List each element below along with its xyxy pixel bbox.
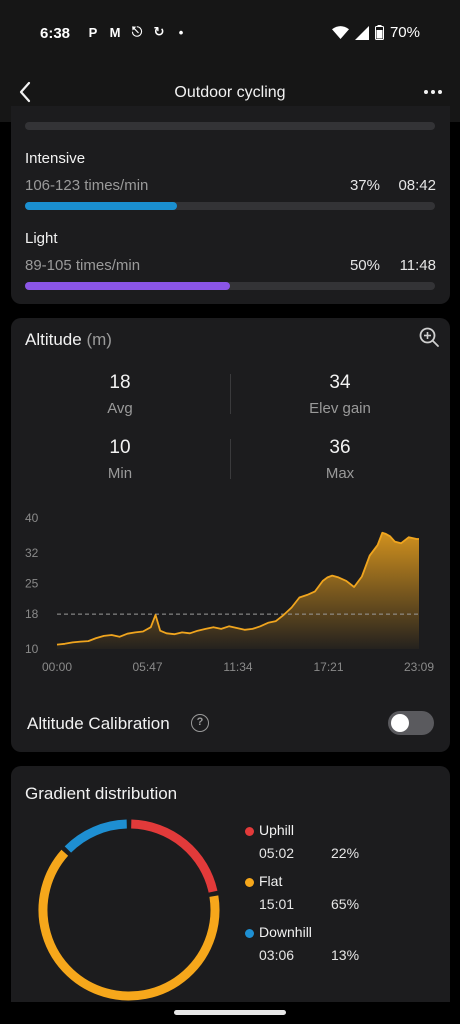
gmail-icon: M <box>109 24 121 40</box>
altitude-avg-value: 18 <box>109 372 131 393</box>
help-icon[interactable]: ? <box>191 714 209 732</box>
altitude-max-value: 36 <box>329 437 351 458</box>
altitude-card: Altitude (m) 18 Avg 34 Elev gain 10 Min … <box>11 318 450 752</box>
y-tick-label: 18 <box>25 607 39 621</box>
legend-name-flat: Flat <box>259 873 283 889</box>
altitude-title-text: Altitude <box>25 330 82 349</box>
legend-dot-downhill <box>245 929 254 938</box>
altitude-calibration-label: Altitude Calibration <box>27 714 170 733</box>
status-bar: 6:38 P M ⎋ ↻ • 70% <box>0 0 460 64</box>
altitude-min-value: 10 <box>109 437 131 458</box>
altitude-max-label: Max <box>325 465 355 482</box>
legend-percent-flat: 65% <box>331 896 360 912</box>
more-options-icon[interactable] <box>422 78 444 106</box>
legend-name-downhill: Downhill <box>259 924 312 940</box>
notification-icons: P M ⎋ ↻ • <box>86 24 188 40</box>
battery-icon <box>374 25 384 40</box>
zone-bar-light <box>25 282 435 290</box>
zone-range-intensive: 106-123 times/min <box>25 177 149 194</box>
altitude-unit: (m) <box>86 330 112 349</box>
donut-segment-flat <box>38 849 220 1001</box>
y-tick-label: 32 <box>25 546 39 560</box>
zoom-in-icon[interactable] <box>418 326 440 348</box>
zone-percent-intensive: 37% <box>349 177 380 194</box>
y-tick-label: 10 <box>25 642 39 656</box>
legend-percent-uphill: 22% <box>331 845 360 861</box>
zone-duration-light: 11:48 <box>399 257 436 274</box>
altitude-elev-gain-label: Elev gain <box>309 400 371 417</box>
gradient-title: Gradient distribution <box>25 784 178 803</box>
stats-divider <box>230 374 231 414</box>
x-tick-label: 05:47 <box>132 660 162 674</box>
altitude-avg-label: Avg <box>107 400 133 417</box>
zone-bar-partial <box>25 122 435 130</box>
home-indicator[interactable] <box>174 1010 286 1015</box>
gradient-donut-chart <box>38 819 220 1001</box>
zone-duration-intensive: 08:42 <box>398 177 436 194</box>
page-title: Outdoor cycling <box>174 84 286 101</box>
status-time: 6:38 <box>40 25 71 42</box>
system-icons: 70% <box>331 24 420 41</box>
sync-icon: ↻ <box>153 24 165 39</box>
legend-time-uphill: 05:02 <box>259 845 295 861</box>
altitude-calibration-toggle[interactable] <box>388 711 434 735</box>
altitude-title: Altitude (m) <box>25 330 112 350</box>
zone-bar-intensive <box>25 202 435 210</box>
legend-dot-uphill <box>245 827 254 836</box>
legend-time-flat: 15:01 <box>259 896 295 912</box>
zone-fill-light <box>25 282 230 290</box>
altitude-min-label: Min <box>107 465 133 482</box>
altitude-line <box>56 531 419 646</box>
y-tick-label: 25 <box>25 577 39 591</box>
altitude-area <box>57 532 419 649</box>
donut-segment-uphill <box>131 819 218 893</box>
x-tick-label: 17:21 <box>313 660 343 674</box>
x-tick-label: 23:09 <box>404 660 434 674</box>
zone-name-intensive: Intensive <box>25 150 86 167</box>
battery-percent: 70% <box>389 24 420 41</box>
paypal-icon: P <box>88 24 98 40</box>
donut-segment-downhill <box>64 819 127 853</box>
signal-icon <box>354 25 369 40</box>
x-tick-label: 00:00 <box>42 660 72 674</box>
legend-dot-flat <box>245 878 254 887</box>
shield-app-icon: ⎋ <box>131 24 143 39</box>
altitude-elev-gain-value: 34 <box>329 372 351 393</box>
legend-name-uphill: Uphill <box>259 822 295 838</box>
dot-icon: • <box>178 24 184 40</box>
x-tick-label: 11:34 <box>223 660 252 674</box>
zone-name-light: Light <box>25 230 58 247</box>
toggle-knob <box>391 714 409 732</box>
wifi-icon <box>331 26 349 39</box>
zone-percent-light: 50% <box>349 257 380 274</box>
stats-divider <box>230 439 231 479</box>
back-arrow-icon[interactable] <box>14 78 38 106</box>
heart-rate-zones-card: Intensive 106-123 times/min 37% 08:42 Li… <box>11 106 450 304</box>
y-tick-label: 40 <box>25 511 39 525</box>
zone-range-light: 89-105 times/min <box>25 257 141 274</box>
legend-time-downhill: 03:06 <box>259 947 295 963</box>
gradient-distribution-card: Gradient distribution Uphill 05:02 22% F… <box>11 766 450 1002</box>
legend-percent-downhill: 13% <box>331 947 360 963</box>
zone-fill-intensive <box>25 202 177 210</box>
